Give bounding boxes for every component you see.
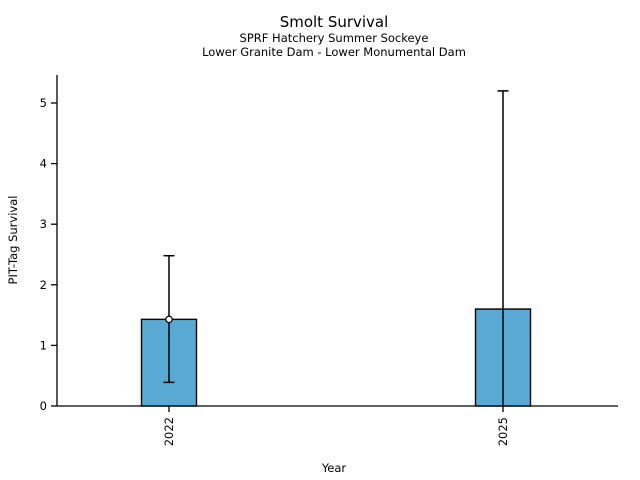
chart-title: Smolt Survival bbox=[280, 13, 389, 31]
x-tick-label: 2025 bbox=[496, 417, 510, 446]
chart-subtitle-line2: Lower Granite Dam - Lower Monumental Dam bbox=[202, 45, 466, 59]
x-tick-label: 2022 bbox=[162, 417, 176, 446]
plot-area: 0 1 2 3 4 5 2022 2025 bbox=[40, 75, 618, 446]
y-tick-label: 5 bbox=[40, 96, 47, 110]
chart-subtitle-line1: SPRF Hatchery Summer Sockeye bbox=[240, 31, 429, 45]
y-tick-label: 2 bbox=[40, 278, 47, 292]
y-tick-label: 0 bbox=[40, 399, 47, 413]
y-axis-title: PIT-Tag Survival bbox=[6, 196, 20, 285]
y-tick-label: 1 bbox=[40, 338, 47, 352]
x-axis-title: Year bbox=[321, 461, 347, 475]
point-marker bbox=[165, 315, 173, 324]
y-tick-label: 4 bbox=[40, 157, 47, 171]
y-tick-label: 3 bbox=[40, 217, 47, 231]
